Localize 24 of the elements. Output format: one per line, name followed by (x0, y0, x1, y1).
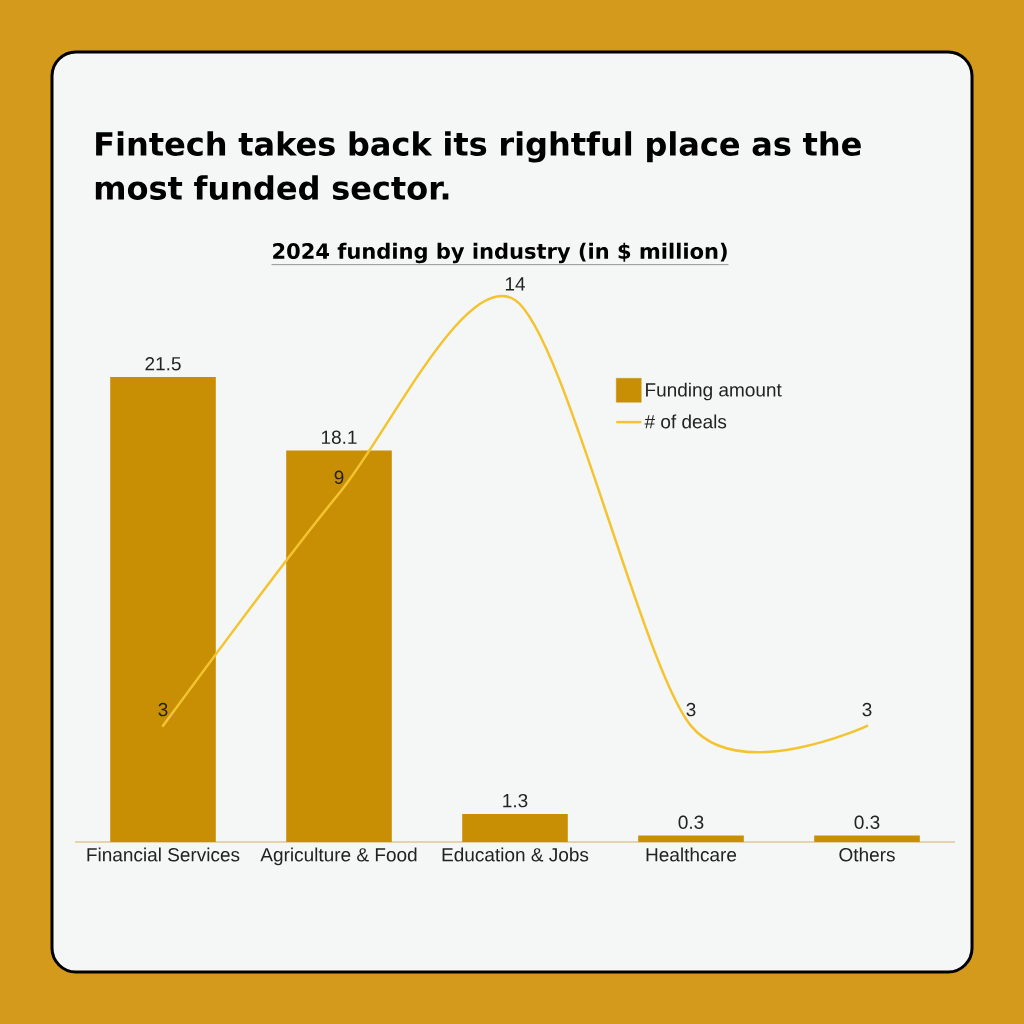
data-label: 3 (158, 702, 168, 717)
x-tick-label: Education & Jobs (442, 847, 589, 862)
data-label: 9 (334, 470, 344, 484)
bar (462, 813, 568, 842)
chart-title: Fintech takes back its rightful place as the most funded sector. (95, 131, 861, 200)
data-label: 18.1 (321, 430, 357, 444)
data-label: 3 (686, 702, 696, 717)
data-label: 1.3 (503, 793, 528, 808)
chart-subtitle: 2024 funding by industry (in $ million) (273, 242, 727, 264)
data-label: 0.3 (678, 815, 704, 829)
data-label: 21.5 (145, 357, 181, 371)
x-tick-label: Healthcare (646, 847, 737, 862)
x-tick-label: Financial Services (87, 847, 240, 862)
bar (286, 450, 392, 842)
bar (638, 835, 744, 842)
bar (110, 376, 216, 842)
data-label: 3 (862, 702, 872, 717)
x-tick-label: Agriculture & Food (260, 847, 417, 866)
legend-label: Funding amount (646, 382, 782, 401)
data-label: 0.3 (854, 815, 880, 829)
bar (814, 835, 920, 842)
x-tick-label: Others (839, 847, 895, 862)
legend-label: # of deals (644, 414, 727, 429)
data-label: 14 (505, 277, 526, 291)
